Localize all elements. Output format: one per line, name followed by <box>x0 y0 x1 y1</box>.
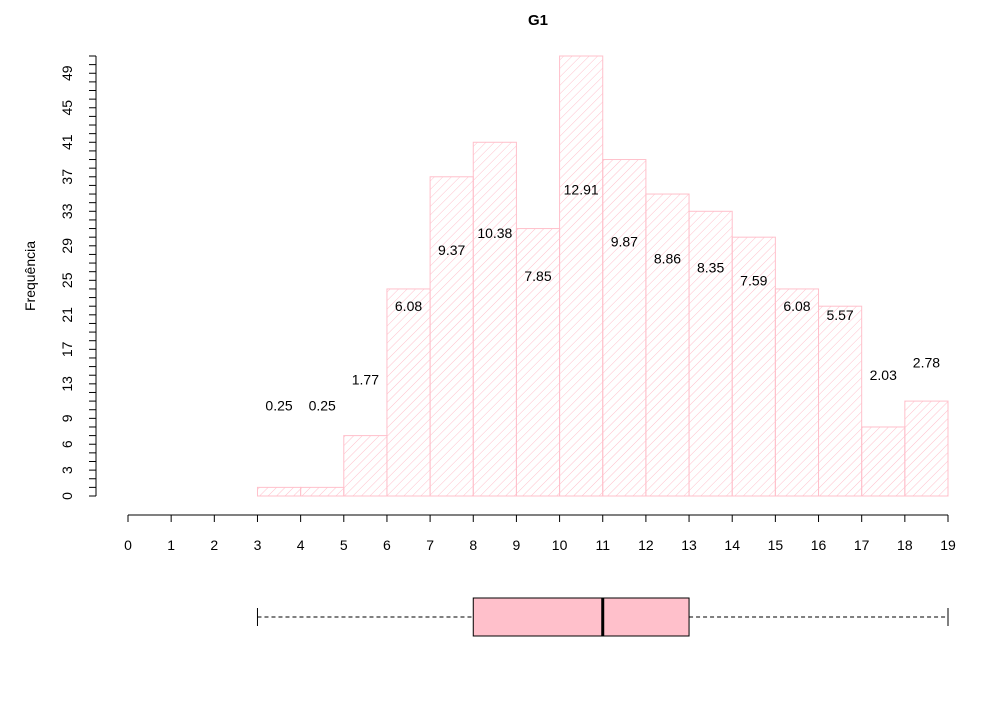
x-tick-label: 9 <box>513 537 521 553</box>
chart-title: G1 <box>528 12 548 29</box>
histogram-bar <box>515 228 561 497</box>
bar-percent-label: 7.59 <box>740 272 767 288</box>
x-tick-label: 16 <box>811 537 827 553</box>
x-tick-label: 5 <box>340 537 348 553</box>
bar-percent-label: 6.08 <box>783 298 810 314</box>
bar-percent-label: 1.77 <box>352 372 379 388</box>
bar-percent-label: 9.87 <box>611 233 638 249</box>
x-tick-label: 1 <box>167 537 175 553</box>
y-tick-label: 49 <box>59 65 75 81</box>
x-tick-label: 15 <box>768 537 784 553</box>
bar-percent-label: 8.86 <box>654 251 681 267</box>
bar-percent-label: 5.57 <box>826 307 853 323</box>
histogram-bar <box>602 159 647 497</box>
x-tick-label: 6 <box>383 537 391 553</box>
histogram-bar <box>731 236 776 497</box>
y-tick-label: 3 <box>59 466 75 474</box>
histogram-bar <box>904 400 949 497</box>
x-tick-label: 3 <box>254 537 262 553</box>
y-tick-label: 37 <box>59 169 75 185</box>
x-tick-label: 18 <box>897 537 913 553</box>
x-tick-label: 11 <box>595 537 610 553</box>
histogram-bar <box>256 486 302 497</box>
bar-percent-label: 9.37 <box>438 242 465 258</box>
x-tick-label: 4 <box>297 537 305 553</box>
bar-percent-label: 8.35 <box>697 259 724 275</box>
x-tick-label: 2 <box>210 537 218 553</box>
y-axis-label: Frequência <box>22 241 38 311</box>
y-tick-label: 13 <box>59 376 75 392</box>
histogram-bar <box>688 210 733 497</box>
bars-group <box>256 55 949 497</box>
x-tick-label: 7 <box>426 537 434 553</box>
x-tick-label: 13 <box>681 537 697 553</box>
x-tick-label: 10 <box>552 537 568 553</box>
histogram-bar <box>861 426 906 497</box>
y-tick-label: 6 <box>59 440 75 448</box>
y-tick-label: 0 <box>59 492 75 500</box>
bar-percent-label: 2.78 <box>913 354 940 370</box>
x-tick-label: 8 <box>469 537 477 553</box>
histogram-bar <box>559 55 604 497</box>
histogram-bar <box>472 141 517 497</box>
bar-percent-label: 10.38 <box>477 225 512 241</box>
y-axis: 0 3 6 9 13 17 21 25 29 33 37 41 45 49 <box>59 55 97 500</box>
y-tick-label: 21 <box>59 307 75 323</box>
y-tick-label: 17 <box>59 341 75 357</box>
bar-percent-label: 12.91 <box>564 182 599 198</box>
bar-percent-label: 0.25 <box>309 397 336 413</box>
bar-percent-label: 7.85 <box>524 268 551 284</box>
boxplot <box>256 597 949 637</box>
y-tick-label: 29 <box>59 238 75 254</box>
x-axis: 0 1 2 3 4 5 6 7 8 9 10 11 12 13 14 15 16 17 18 19 <box>124 514 956 553</box>
y-tick-label: 45 <box>59 100 75 116</box>
boxplot-box <box>472 597 690 637</box>
y-tick-label: 33 <box>59 203 75 219</box>
histogram-bar <box>343 435 388 497</box>
bar-percent-label: 2.03 <box>870 367 897 383</box>
histogram-bar <box>429 176 474 497</box>
y-tick-label: 41 <box>59 134 75 150</box>
histogram-bar <box>386 288 431 497</box>
bar-labels-group: 0.25 0.25 1.77 6.08 9.37 10.38 7.85 12.91 9.87 8.… <box>265 182 940 414</box>
x-tick-label: 19 <box>940 537 956 553</box>
bar-percent-label: 6.08 <box>395 298 422 314</box>
histogram-bar <box>300 486 345 497</box>
x-tick-label: 0 <box>124 537 132 553</box>
x-tick-label: 17 <box>854 537 870 553</box>
histogram-bar <box>818 305 863 497</box>
bar-percent-label: 0.25 <box>265 397 292 413</box>
histogram-bar <box>645 193 690 497</box>
y-tick-label: 25 <box>59 272 75 288</box>
y-tick-label: 9 <box>59 414 75 422</box>
x-tick-label: 12 <box>638 537 654 553</box>
x-tick-label: 14 <box>724 537 740 553</box>
histogram-bar <box>774 288 820 497</box>
